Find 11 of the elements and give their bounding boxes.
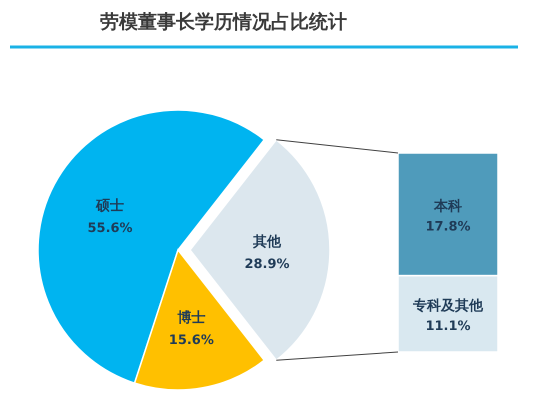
slice-label: 其他: [252, 234, 282, 250]
data-label: 55.6%: [87, 220, 133, 236]
series-label: 本科: [433, 198, 462, 214]
series-label: 专科及其他: [412, 296, 484, 314]
chart-title: 劳模董事长学历情况占比统计: [100, 11, 347, 33]
data-label: 15.6%: [168, 332, 214, 348]
slice-label: 硕士: [95, 198, 124, 214]
data-label: 28.9%: [244, 257, 290, 272]
data-label: 17.8%: [425, 219, 471, 234]
data-label: 11.1%: [425, 318, 471, 334]
slice-label: 博士: [176, 310, 206, 326]
